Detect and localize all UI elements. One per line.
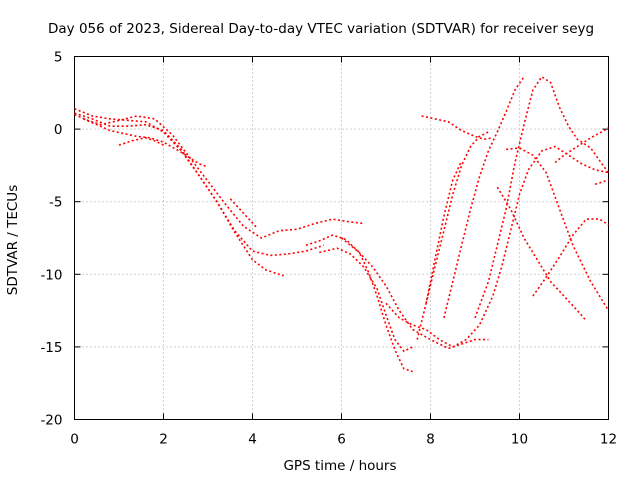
series-line-sat-m [443, 76, 525, 319]
series-line-sat-j [385, 145, 609, 348]
y-tick-label: -10 [40, 267, 62, 283]
series-line-sat-r [532, 218, 609, 297]
y-tick-label: 0 [54, 122, 63, 138]
x-tick-label: 8 [426, 432, 435, 448]
series-line-sat-i [340, 237, 489, 350]
series-line-sat-g [319, 247, 414, 353]
series-line-sat-c [74, 112, 324, 257]
series-line-sat-b [74, 113, 364, 239]
x-tick-label: 12 [600, 432, 617, 448]
y-tick-label: -5 [49, 195, 62, 211]
series-line-sat-o [474, 75, 610, 319]
data-series [74, 75, 610, 373]
series-line-sat-e [118, 136, 164, 146]
series-line-sat-q [506, 147, 610, 312]
x-tick-label: 4 [248, 432, 257, 448]
y-tick-label: -15 [40, 340, 62, 356]
series-line-sat-s [554, 126, 609, 164]
series-line-sat-l [425, 131, 489, 304]
x-tick-label: 10 [511, 432, 528, 448]
y-tick-label: -20 [40, 413, 62, 429]
series-line-sat-n [421, 115, 493, 141]
grid-lines [74, 56, 609, 420]
x-tick-label: 0 [70, 432, 79, 448]
x-tick-label: 2 [159, 432, 168, 448]
y-tick-label: 5 [54, 50, 63, 66]
series-line-sat-p [496, 186, 587, 322]
y-axis-label: SDTVAR / TECUs [5, 185, 21, 295]
axis-ticks: 0 2 4 6 8 10 12 5 0 -5 -10 -15 -20 [40, 50, 617, 448]
series-line-sat-t [594, 179, 609, 186]
series-line-sat-k [416, 160, 463, 340]
x-tick-label: 6 [337, 432, 346, 448]
x-axis-label: GPS time / hours [283, 458, 396, 474]
series-line-sat-a [74, 108, 284, 277]
series-line-sat-d [83, 118, 209, 168]
series-line-sat-h [305, 234, 413, 373]
series-line-sat-f [229, 198, 258, 229]
chart-title: Day 056 of 2023, Sidereal Day-to-day VTE… [48, 21, 594, 37]
